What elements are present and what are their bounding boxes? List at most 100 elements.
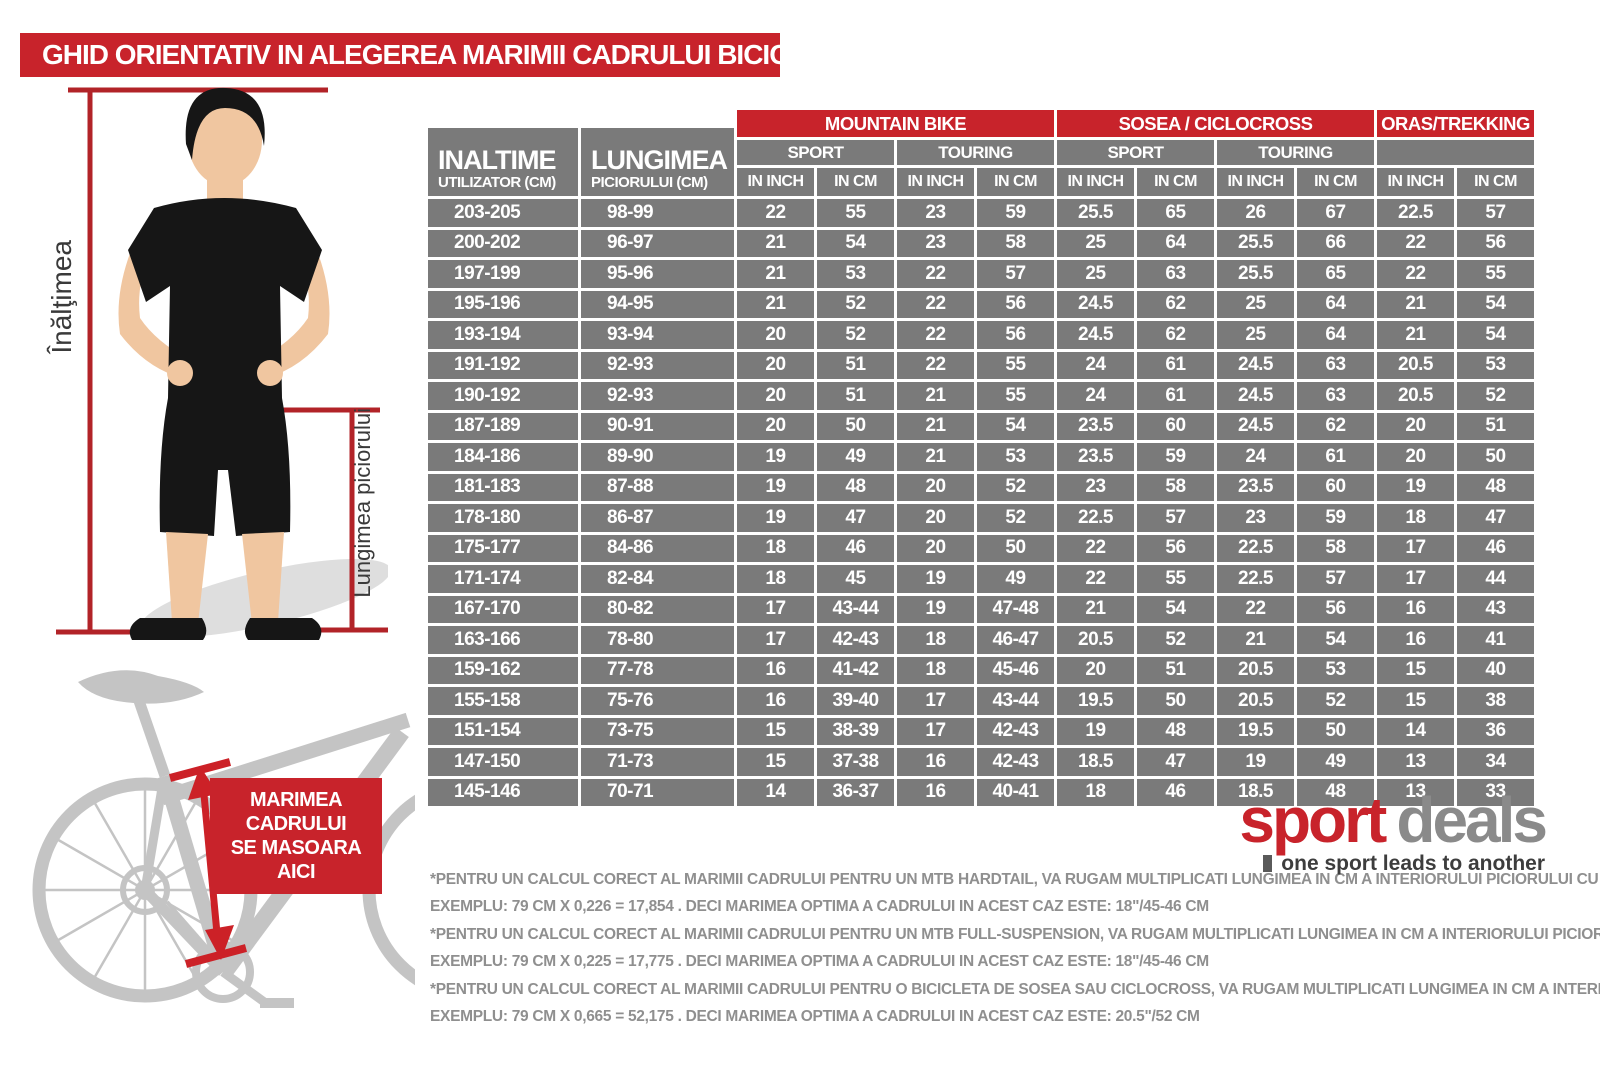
table-cell: 18: [737, 534, 814, 562]
table-cell: 56: [1137, 534, 1214, 562]
table-cell: 45: [817, 565, 894, 593]
footnotes: *PENTRU UN CALCUL CORECT AL MARIMII CADR…: [430, 866, 1600, 1030]
table-cell: 151-154: [428, 717, 578, 745]
table-cell: 66: [1297, 229, 1374, 257]
table-cell: 23.5: [1217, 473, 1294, 501]
table-cell: 62: [1297, 412, 1374, 440]
table-cell: 64: [1297, 321, 1374, 349]
logo: sport deals one sport leads to another: [1205, 788, 1548, 876]
table-cell: 20: [897, 534, 974, 562]
table-cell: 20: [1377, 412, 1454, 440]
footnote-line: *PENTRU UN CALCUL CORECT AL MARIMII CADR…: [430, 925, 1600, 943]
table-cell: 17: [1377, 534, 1454, 562]
table-cell: 50: [1137, 687, 1214, 715]
table-cell: 47: [817, 504, 894, 532]
table-cell: 43-44: [817, 595, 894, 623]
table-cell: 17: [737, 595, 814, 623]
table-cell: 22.5: [1057, 504, 1134, 532]
table-cell: 58: [1137, 473, 1214, 501]
table-cell: 67: [1297, 199, 1374, 227]
table-cell: 19: [897, 595, 974, 623]
table-cell: 51: [817, 382, 894, 410]
table-cell: 20: [737, 351, 814, 379]
table-cell: 16: [897, 778, 974, 806]
table-cell: 193-194: [428, 321, 578, 349]
table-cell: 55: [1457, 260, 1534, 288]
table-cell: 21: [1377, 321, 1454, 349]
table-cell: 16: [1377, 595, 1454, 623]
table-cell: 13: [1377, 778, 1454, 806]
table-cell: 18: [897, 656, 974, 684]
table-cell: 56: [977, 290, 1054, 318]
table-cell: 24.5: [1217, 351, 1294, 379]
table-cell: 62: [1137, 321, 1214, 349]
table-cell: 94-95: [581, 290, 734, 318]
table-cell: 21: [737, 260, 814, 288]
table-cell: 70-71: [581, 778, 734, 806]
table-cell: 63: [1137, 260, 1214, 288]
square-bullet-icon: [1263, 854, 1273, 872]
table-cell: 190-192: [428, 382, 578, 410]
table-cell: 191-192: [428, 351, 578, 379]
table-cell: 57: [1457, 199, 1534, 227]
table-cell: 46: [1457, 534, 1534, 562]
table-cell: 36: [1457, 717, 1534, 745]
table-cell: 20.5: [1057, 626, 1134, 654]
table-cell: 15: [1377, 656, 1454, 684]
footnote-line: EXEMPLU: 79 CM X 0,226 = 17,854 . DECI M…: [430, 898, 1209, 916]
table-cell: 23.5: [1057, 412, 1134, 440]
column-header-height: INALTIME UTILIZATOR (CM): [428, 128, 578, 196]
column-header-leg: LUNGIMEA PICIORULUI (CM): [581, 128, 734, 196]
table-cell: 33: [1457, 778, 1534, 806]
table-cell: 16: [897, 748, 974, 776]
table-cell: 145-146: [428, 778, 578, 806]
table-cell: 59: [1137, 443, 1214, 471]
table-cell: 21: [897, 443, 974, 471]
unit-header-inch: IN INCH: [1217, 168, 1294, 196]
table-cell: 55: [1137, 565, 1214, 593]
table-cell: 61: [1137, 382, 1214, 410]
table-cell: 20: [897, 504, 974, 532]
table-cell: 40: [1457, 656, 1534, 684]
table-cell: 63: [1297, 382, 1374, 410]
table-cell: 52: [817, 321, 894, 349]
person-silhouette: [118, 87, 330, 640]
table-cell: 15: [737, 748, 814, 776]
unit-header-cm: IN CM: [1457, 168, 1534, 196]
table-cell: 23: [897, 229, 974, 257]
table-cell: 17: [737, 626, 814, 654]
table-cell: 58: [977, 229, 1054, 257]
subgroup-sosea-sport: SPORT: [1057, 140, 1214, 165]
table-cell: 22: [737, 199, 814, 227]
table-cell: 16: [737, 687, 814, 715]
table-cell: 48: [1297, 778, 1374, 806]
table-cell: 52: [817, 290, 894, 318]
column-header-leg-sub: PICIORULUI (CM): [591, 174, 708, 191]
table-cell: 43: [1457, 595, 1534, 623]
table-cell: 187-189: [428, 412, 578, 440]
table-cell: 38-39: [817, 717, 894, 745]
table-cell: 43-44: [977, 687, 1054, 715]
table-cell: 55: [977, 382, 1054, 410]
table-cell: 18: [1057, 778, 1134, 806]
table-cell: 22: [897, 321, 974, 349]
table-cell: 25: [1217, 321, 1294, 349]
frame-size-callout: MARIMEA CADRULUI SE MASOARA AICI: [210, 778, 382, 894]
table-cell: 22: [897, 351, 974, 379]
table-cell: 178-180: [428, 504, 578, 532]
table-cell: 167-170: [428, 595, 578, 623]
bike-silhouette: [32, 670, 415, 1008]
table-cell: 78-80: [581, 626, 734, 654]
table-cell: 44: [1457, 565, 1534, 593]
bike-illustration: [32, 670, 415, 1008]
table-cell: 24.5: [1057, 290, 1134, 318]
table-cell: 59: [977, 199, 1054, 227]
table-cell: 39-40: [817, 687, 894, 715]
table-cell: 20: [897, 473, 974, 501]
table-cell: 19: [737, 443, 814, 471]
table-cell: 147-150: [428, 748, 578, 776]
group-header-mountain-bike: MOUNTAIN BIKE: [737, 110, 1054, 137]
logo-word-deals: deals: [1396, 784, 1548, 856]
table-cell: 21: [1377, 290, 1454, 318]
